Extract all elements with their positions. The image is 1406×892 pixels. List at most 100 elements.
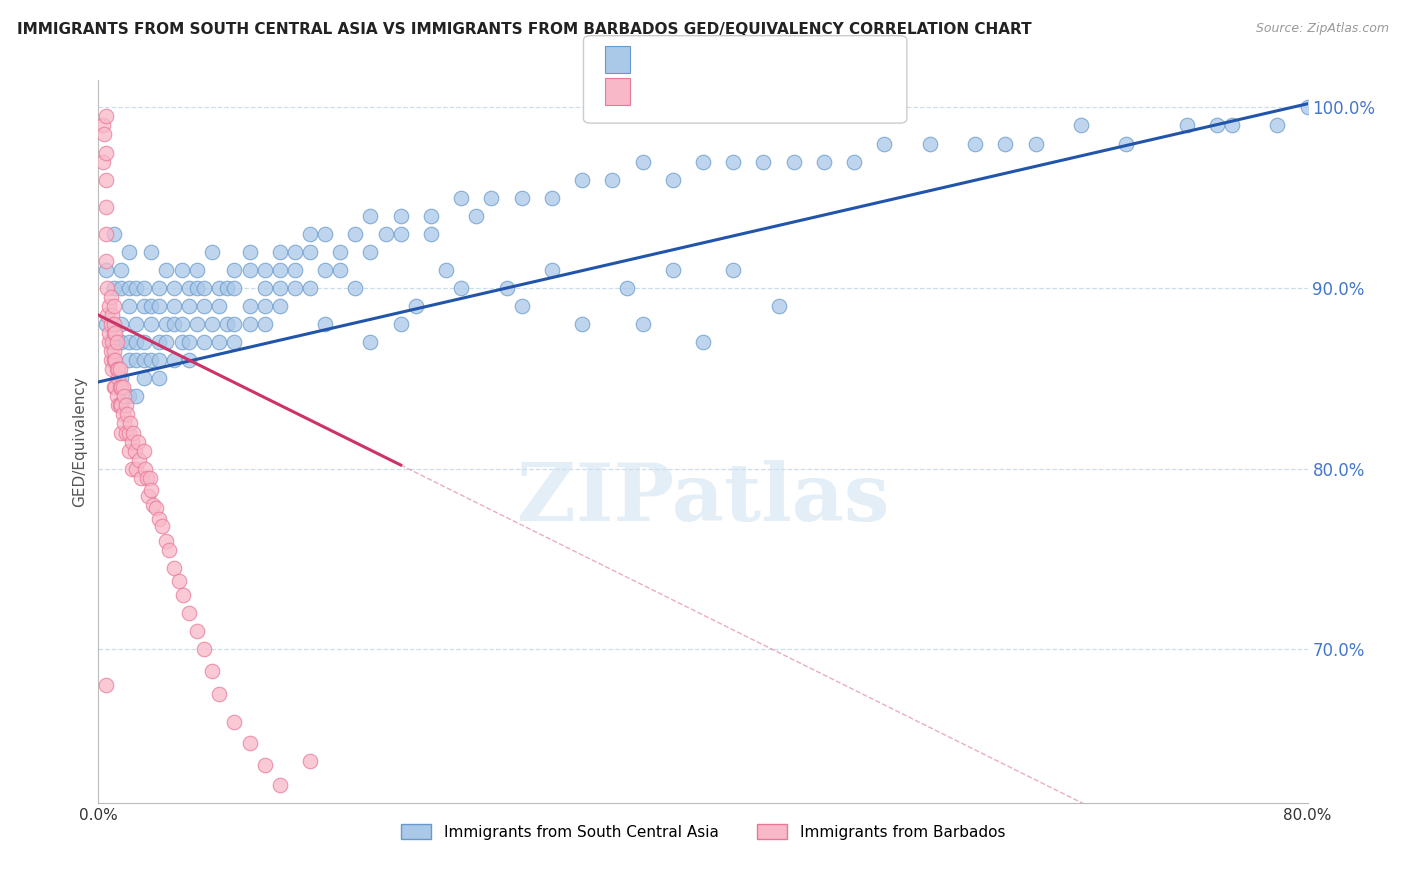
Point xyxy=(103,317,125,331)
Point xyxy=(132,443,155,458)
Point xyxy=(224,281,246,295)
Text: N =: N = xyxy=(718,51,758,69)
Point xyxy=(299,227,322,241)
Point xyxy=(239,299,262,313)
Point xyxy=(768,299,790,313)
Point xyxy=(125,281,148,295)
Point xyxy=(94,172,117,186)
Point xyxy=(103,380,125,394)
Text: 140: 140 xyxy=(747,51,785,69)
Point xyxy=(661,263,683,277)
Point xyxy=(110,263,132,277)
Point xyxy=(105,362,128,376)
Point xyxy=(141,353,163,368)
Point xyxy=(141,244,163,259)
Point xyxy=(142,498,165,512)
Point xyxy=(602,172,624,186)
Point xyxy=(110,398,132,412)
Point xyxy=(110,425,132,440)
Point xyxy=(148,512,170,526)
Point xyxy=(100,344,122,359)
Point xyxy=(101,362,124,376)
Point xyxy=(1024,136,1046,151)
Point xyxy=(179,606,201,620)
Point xyxy=(120,417,142,431)
Point xyxy=(253,757,276,772)
Text: 0.362: 0.362 xyxy=(669,51,725,69)
Point xyxy=(239,317,262,331)
Point xyxy=(107,362,129,376)
Point xyxy=(360,335,382,350)
Point xyxy=(108,380,131,394)
Point xyxy=(125,335,148,350)
Point xyxy=(186,624,208,639)
Point xyxy=(269,263,291,277)
Point xyxy=(1296,100,1319,114)
Point xyxy=(783,154,806,169)
Point xyxy=(186,317,208,331)
Point xyxy=(179,281,201,295)
Point xyxy=(201,664,224,678)
Point xyxy=(98,326,121,340)
Point xyxy=(172,588,194,602)
Point xyxy=(389,227,412,241)
Point xyxy=(1115,136,1137,151)
Point xyxy=(224,714,246,729)
Point xyxy=(269,778,291,792)
Point xyxy=(329,263,352,277)
Point xyxy=(420,227,443,241)
Point xyxy=(104,353,127,368)
Point xyxy=(1220,119,1243,133)
Point xyxy=(224,317,246,331)
Point xyxy=(224,263,246,277)
Point xyxy=(186,281,208,295)
Point xyxy=(1175,119,1198,133)
Point xyxy=(118,244,141,259)
Point xyxy=(121,461,143,475)
Point xyxy=(389,209,412,223)
Point xyxy=(103,353,125,368)
Point xyxy=(148,353,170,368)
Point xyxy=(360,209,382,223)
Point xyxy=(121,434,143,449)
Point xyxy=(101,335,124,350)
Point xyxy=(344,227,367,241)
Point xyxy=(269,244,291,259)
Point xyxy=(434,263,457,277)
Point xyxy=(208,299,231,313)
Point xyxy=(510,299,533,313)
Point xyxy=(170,263,193,277)
Point xyxy=(752,154,775,169)
Point xyxy=(93,128,115,142)
Point xyxy=(360,244,382,259)
Point xyxy=(103,344,125,359)
Point xyxy=(631,154,654,169)
Point xyxy=(111,380,134,394)
Point xyxy=(616,281,638,295)
Point xyxy=(100,353,122,368)
Point xyxy=(94,145,117,160)
Point xyxy=(105,389,128,403)
Point xyxy=(224,335,246,350)
Point xyxy=(179,335,201,350)
Point xyxy=(103,335,125,350)
Legend: Immigrants from South Central Asia, Immigrants from Barbados: Immigrants from South Central Asia, Immi… xyxy=(395,818,1011,846)
Point xyxy=(112,389,135,403)
Point xyxy=(98,299,121,313)
Point xyxy=(495,281,517,295)
Point xyxy=(110,317,132,331)
Point xyxy=(115,408,138,422)
Point xyxy=(103,227,125,241)
Text: Source: ZipAtlas.com: Source: ZipAtlas.com xyxy=(1256,22,1389,36)
Point xyxy=(127,434,149,449)
Point xyxy=(159,542,181,557)
Point xyxy=(132,353,155,368)
Point xyxy=(103,281,125,295)
Point xyxy=(148,281,170,295)
Point xyxy=(215,317,238,331)
Point xyxy=(148,371,170,385)
Point xyxy=(208,687,231,701)
Point xyxy=(253,299,276,313)
Point xyxy=(253,263,276,277)
Point xyxy=(269,281,291,295)
